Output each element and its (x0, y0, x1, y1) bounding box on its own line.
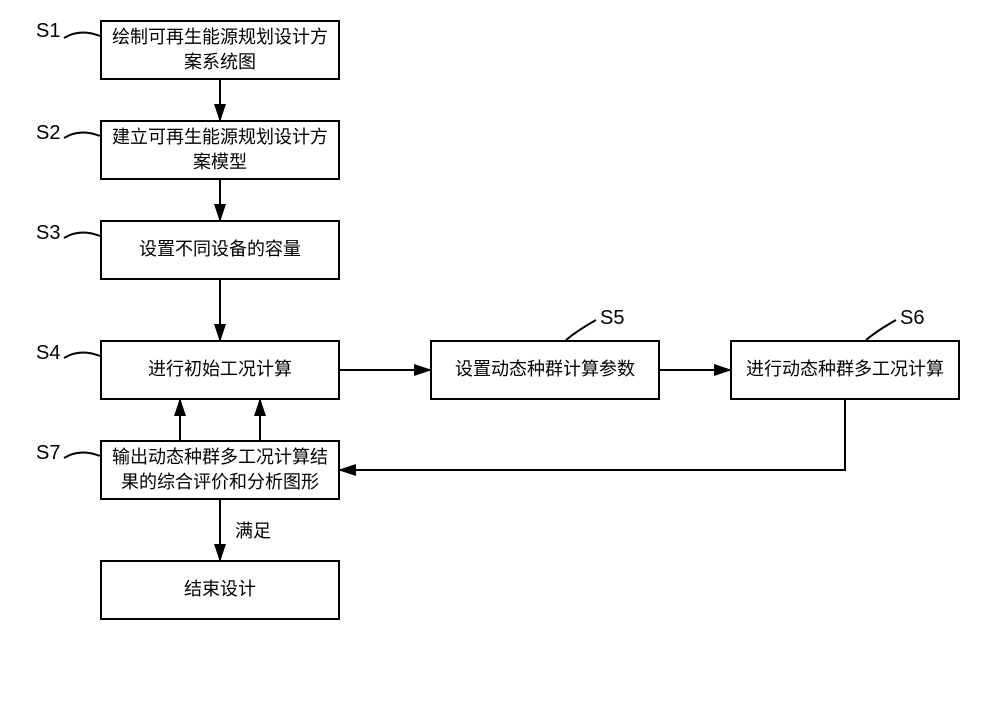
box-s2: 建立可再生能源规划设计方案模型 (100, 120, 340, 180)
label-curve-s6 (866, 320, 896, 340)
box-s4-text: 进行初始工况计算 (148, 357, 292, 382)
label-s2: S2 (36, 122, 60, 145)
label-curve-s2 (64, 132, 100, 138)
box-s1-text: 绘制可再生能源规划设计方案系统图 (112, 25, 328, 75)
box-s3-text: 设置不同设备的容量 (139, 237, 301, 262)
label-curve-s3 (64, 232, 100, 238)
label-s7: S7 (36, 442, 60, 465)
edge-label-satisfy: 满足 (235, 517, 271, 543)
box-s5-text: 设置动态种群计算参数 (455, 357, 635, 382)
label-curve-s7 (64, 452, 100, 458)
box-s4: 进行初始工况计算 (100, 340, 340, 400)
label-s3: S3 (36, 222, 60, 245)
edge-s6-s7 (340, 400, 845, 470)
box-s5: 设置动态种群计算参数 (430, 340, 660, 400)
box-end-text: 结束设计 (184, 577, 256, 602)
box-s3: 设置不同设备的容量 (100, 220, 340, 280)
box-s7: 输出动态种群多工况计算结果的综合评价和分析图形 (100, 440, 340, 500)
box-s6: 进行动态种群多工况计算 (730, 340, 960, 400)
box-s2-text: 建立可再生能源规划设计方案模型 (112, 125, 328, 175)
box-s1: 绘制可再生能源规划设计方案系统图 (100, 20, 340, 80)
label-s5: S5 (600, 307, 624, 330)
label-s6: S6 (900, 307, 924, 330)
box-s6-text: 进行动态种群多工况计算 (746, 357, 944, 382)
label-s4: S4 (36, 342, 60, 365)
label-curve-s5 (566, 320, 596, 340)
label-s1: S1 (36, 20, 60, 43)
label-curve-s1 (64, 32, 100, 38)
box-s7-text: 输出动态种群多工况计算结果的综合评价和分析图形 (112, 445, 328, 495)
box-end: 结束设计 (100, 560, 340, 620)
label-curve-s4 (64, 352, 100, 358)
